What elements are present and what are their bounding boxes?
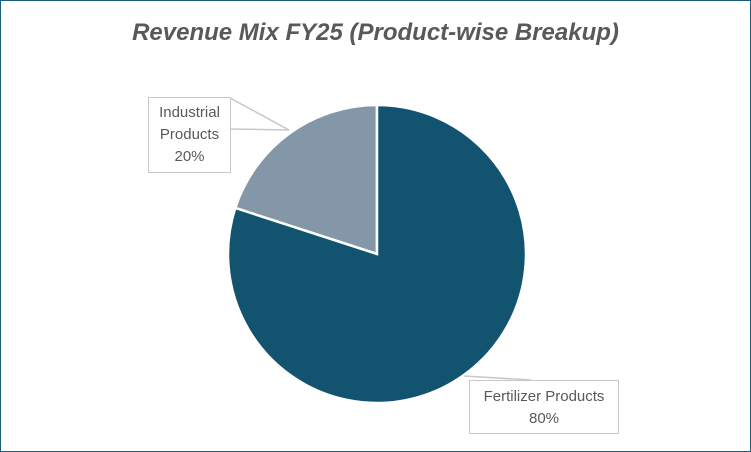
pie-slice-industrial-products xyxy=(233,103,379,256)
industrial-leader-line xyxy=(229,97,290,131)
industrial-label-line1: Industrial xyxy=(159,104,220,121)
industrial-label-line2: Products xyxy=(159,126,220,143)
fertilizer-leader-line xyxy=(463,375,532,381)
fertilizer-data-label: Fertilizer Products 80% xyxy=(469,380,619,434)
fertilizer-label-pct: 80% xyxy=(528,410,560,427)
pie-slice-fertilizer-products xyxy=(226,103,528,405)
industrial-data-label: Industrial Products 20% xyxy=(148,97,231,173)
industrial-label-pct: 20% xyxy=(174,148,205,165)
fertilizer-label-name: Fertilizer Products xyxy=(483,388,605,405)
chart-title: Revenue Mix FY25 (Product-wise Breakup) xyxy=(132,19,619,46)
